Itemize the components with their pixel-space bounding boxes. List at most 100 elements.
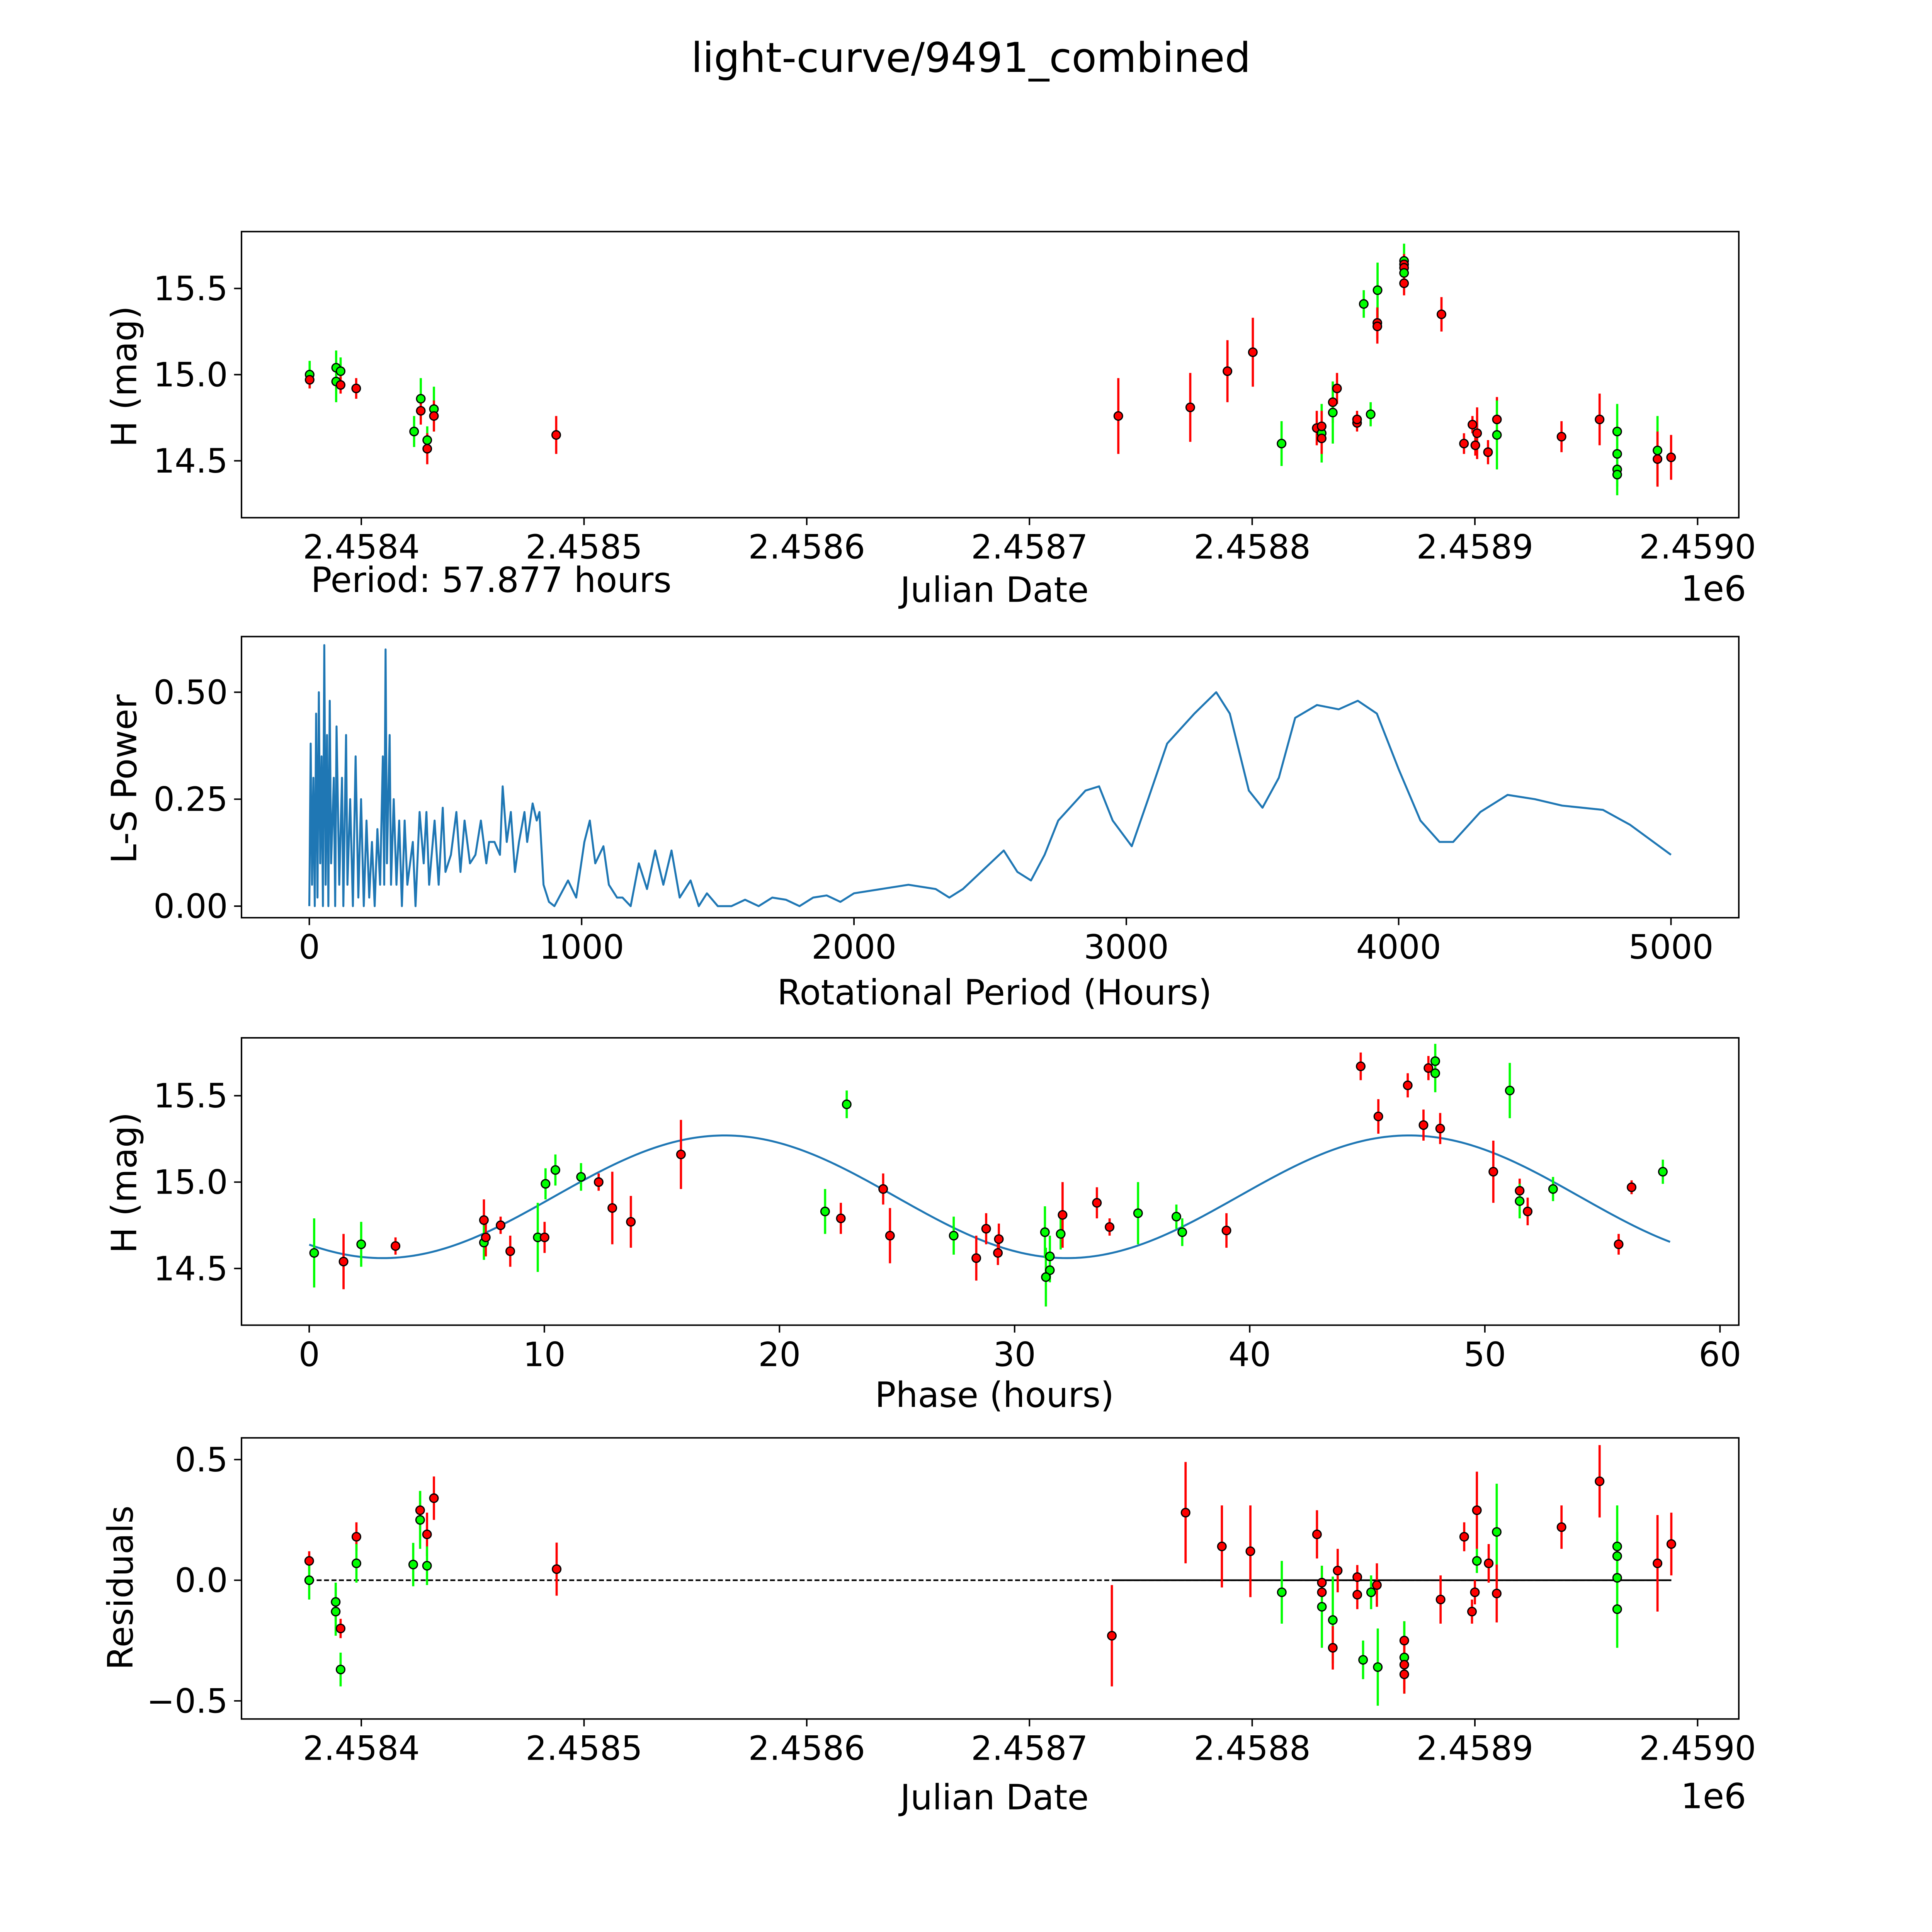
periodogram-xtick-label: 0 — [299, 928, 320, 967]
data-point-red — [422, 444, 432, 454]
data-point-red — [1418, 1120, 1429, 1130]
data-point-red — [1372, 1580, 1382, 1590]
data-point-red — [422, 1529, 432, 1539]
data-point-red — [1483, 447, 1493, 457]
data-point-red — [1333, 1566, 1343, 1576]
data-point-green — [550, 1165, 560, 1175]
periodogram-xlabel: Rotational Period (Hours) — [777, 973, 1212, 1013]
data-point-red — [304, 375, 315, 385]
periodogram-panel: 0 1000 2000 3000 4000 5000 0.00 0.25 0.50 — [153, 636, 1740, 967]
phased-ytick-label: 14.5 — [153, 1250, 228, 1288]
data-point-red — [1423, 1063, 1434, 1073]
phased-ytick-label: 15.5 — [153, 1077, 228, 1116]
phased-axes-frame — [241, 1037, 1740, 1326]
residuals-ytick-label: −0.5 — [147, 1682, 228, 1721]
data-point-green — [1612, 427, 1622, 437]
data-point-red — [479, 1215, 489, 1225]
data-point-red — [416, 406, 426, 416]
data-point-red — [1435, 1124, 1445, 1134]
model-fit-curve — [309, 1134, 1671, 1259]
data-point-red — [1113, 411, 1123, 421]
data-point-red — [1352, 1590, 1362, 1600]
data-point-green — [1612, 1573, 1622, 1583]
data-point-red — [481, 1232, 491, 1242]
data-point-red — [1472, 1505, 1482, 1515]
residuals-plot-area — [304, 1445, 1676, 1706]
data-point-green — [1277, 1587, 1287, 1597]
phased-ylabel: H (mag) — [105, 1112, 145, 1253]
data-point-red — [1185, 402, 1195, 412]
data-point-green — [415, 1515, 425, 1525]
data-point-red — [1217, 1541, 1227, 1551]
data-point-green — [1472, 1556, 1482, 1566]
lightcurve-ytick-label: 14.5 — [153, 442, 228, 481]
data-point-red — [1556, 1522, 1566, 1532]
data-point-red — [429, 1493, 439, 1503]
data-point-green — [1430, 1068, 1440, 1078]
data-point-green — [356, 1239, 366, 1249]
data-point-red — [1352, 1572, 1362, 1582]
lightcurve-ytick-label: 15.0 — [153, 356, 228, 395]
data-point-green — [1612, 449, 1622, 459]
data-point-green — [1358, 1655, 1368, 1665]
data-point-red — [1316, 434, 1327, 444]
data-point-green — [1366, 409, 1376, 419]
data-point-red — [994, 1234, 1004, 1244]
data-point-green — [1359, 299, 1369, 309]
data-point-green — [422, 1561, 432, 1571]
data-point-red — [1399, 1660, 1409, 1670]
phased-panel: 0 10 20 30 40 50 60 14.5 15.0 15.5 — [153, 1037, 1741, 1374]
data-point-red — [1180, 1508, 1190, 1518]
residuals-xtick-label: 2.4585 — [526, 1729, 643, 1768]
data-point-red — [1328, 1643, 1338, 1653]
data-point-red — [626, 1217, 636, 1227]
data-point-red — [1666, 452, 1676, 463]
data-point-green — [416, 394, 426, 404]
data-point-green — [1317, 1602, 1327, 1612]
power-spectrum-line — [308, 644, 1672, 907]
lightcurve-xtick-label: 2.4590 — [1639, 528, 1756, 567]
periodogram-xtick-label: 2000 — [811, 928, 896, 967]
phased-xtick-label: 60 — [1699, 1335, 1741, 1374]
data-point-red — [1399, 278, 1409, 288]
data-point-red — [1492, 1588, 1502, 1599]
residuals-xtick-label: 2.4589 — [1417, 1729, 1534, 1768]
data-point-green — [1177, 1227, 1187, 1237]
data-point-red — [1435, 1595, 1446, 1605]
data-point-red — [335, 1624, 345, 1634]
data-point-red — [594, 1177, 604, 1187]
data-point-red — [415, 1505, 425, 1515]
phased-xtick-label: 50 — [1464, 1335, 1506, 1374]
data-point-green — [304, 1575, 314, 1585]
periodogram-xtick-label: 1000 — [539, 928, 624, 967]
lightcurve-xtick-label: 2.4589 — [1417, 528, 1534, 567]
data-point-green — [820, 1206, 830, 1216]
residuals-xtick-label: 2.4587 — [971, 1729, 1088, 1768]
data-point-red — [335, 380, 345, 390]
data-point-red — [1105, 1222, 1115, 1232]
lightcurve-axes-frame — [241, 231, 1740, 519]
data-point-green — [1056, 1229, 1066, 1239]
data-point-green — [1492, 430, 1502, 440]
data-point-red — [1352, 415, 1362, 425]
residuals-ytick-label: 0.0 — [175, 1561, 228, 1600]
data-point-green — [541, 1179, 551, 1189]
data-point-red — [1332, 383, 1342, 393]
lightcurve-offset-text: 1e6 — [1681, 569, 1746, 609]
periodogram-ytick-label: 0.50 — [153, 673, 228, 712]
periodogram-plot-area — [308, 644, 1672, 907]
data-point-green — [1612, 1541, 1622, 1551]
data-point-red — [1223, 366, 1233, 376]
periodogram-axes-frame — [241, 636, 1740, 918]
lightcurve-xtick-label: 2.4585 — [526, 528, 643, 567]
data-point-red — [1403, 1080, 1413, 1090]
data-point-red — [1614, 1239, 1624, 1249]
data-point-red — [993, 1248, 1003, 1258]
data-point-red — [1221, 1225, 1231, 1235]
data-point-green — [335, 1665, 345, 1675]
data-point-red — [1666, 1539, 1676, 1549]
residuals-xtick-label: 2.4586 — [748, 1729, 865, 1768]
data-point-red — [1317, 1587, 1327, 1597]
data-point-red — [1459, 1532, 1469, 1542]
data-point-green — [1612, 1551, 1622, 1561]
